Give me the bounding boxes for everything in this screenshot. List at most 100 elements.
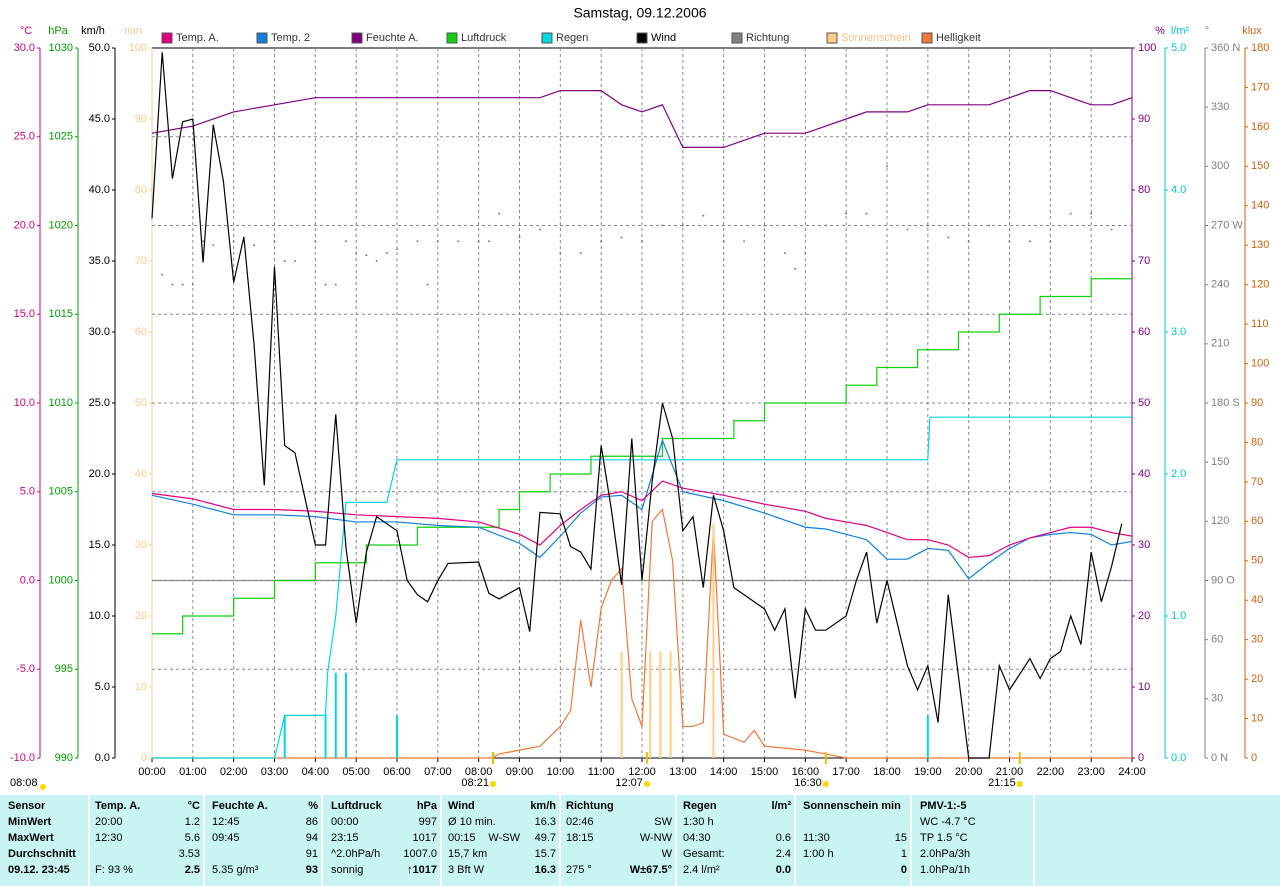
direction-dot [283, 260, 286, 262]
x-tick-label: 08:00 [465, 766, 493, 778]
y-tick-label: 0.0 [20, 574, 35, 586]
direction-dot [661, 224, 664, 227]
summary-cell: 12:30 [95, 832, 123, 844]
direction-dot [702, 214, 705, 217]
y-tick-label: 40 [135, 468, 147, 480]
y-tick-label: 0 [1138, 752, 1144, 764]
summary-value: 15.7 [534, 848, 556, 860]
y-tick-label: 100 [129, 42, 147, 54]
annotation-icon [822, 781, 829, 787]
legend-label: Wind [651, 32, 676, 44]
y-tick-label: 140 [1251, 200, 1269, 212]
separator [794, 795, 796, 886]
summary-cell: 04:30 [683, 832, 711, 844]
direction-dot [191, 283, 194, 286]
legend-swatch [256, 32, 268, 44]
summary-header: Luftdruck [331, 800, 382, 812]
direction-dot [967, 240, 970, 243]
summary-cell: 11:30 [803, 832, 830, 844]
y-tick-label: 5.0 [20, 486, 35, 498]
direction-dot [559, 252, 562, 255]
summary-cell: 3 Bft W [448, 864, 485, 876]
y-tick-label: 80 [135, 184, 147, 196]
summary-header: Regen [683, 800, 717, 812]
direction-dot [487, 240, 490, 243]
direction-dot [293, 260, 296, 262]
y-tick-label: 40 [1138, 468, 1150, 480]
summary-cell: 23:15 [331, 832, 359, 844]
y-tick-label: 30 [1251, 634, 1263, 646]
direction-dot [1131, 208, 1133, 211]
series-line [151, 52, 1123, 759]
summary-value: 1007.0 [403, 848, 437, 860]
y-tick-label: 45.0 [89, 113, 110, 125]
axis-unit: ° [1205, 25, 1209, 37]
y-tick-label: 90 [1138, 113, 1150, 125]
x-tick-label: 04:00 [302, 766, 330, 778]
y-tick-label: 30 [135, 539, 147, 551]
summary-value: 16.3 [534, 864, 556, 876]
direction-dot [416, 240, 419, 243]
y-tick-label: 0 [1251, 752, 1257, 764]
y-tick-label: 160 [1251, 121, 1269, 133]
y-tick-label: 20 [1251, 673, 1263, 685]
summary-value: 1.2 [184, 816, 200, 828]
x-tick-label: 16:00 [792, 766, 820, 778]
y-tick-label: 30.0 [89, 326, 110, 338]
x-tick-label: 18:00 [873, 766, 901, 778]
legend-label: Regen [556, 32, 588, 44]
axis-unit: min [124, 25, 142, 37]
x-tick-label: 14:00 [710, 766, 738, 778]
summary-value: 86 [305, 816, 318, 828]
x-tick-label: 15:00 [751, 766, 779, 778]
axis-unit: km/h [81, 25, 105, 37]
summary-header: Feuchte A. [212, 800, 268, 812]
annotation-icon [40, 784, 46, 790]
direction-dot [620, 236, 623, 239]
summary-cell: 1:00 h [803, 848, 834, 860]
y-tick-label: 10 [135, 681, 147, 693]
summary-cell: TP 1.5 °C [920, 832, 968, 844]
summary-cell: 20:00 [95, 816, 123, 828]
y-tick-label: 240 [1211, 279, 1229, 291]
axis-unit: °C [20, 25, 32, 37]
chart: Samstag, 09.12.2006 00:00 01:00 02:00 03:00… [10, 5, 1269, 790]
y-tick-label: 35.0 [89, 255, 110, 267]
direction-dot [641, 240, 643, 243]
direction-dot [926, 224, 929, 227]
direction-dot [722, 240, 725, 243]
x-tick-label: 24:00 [1118, 766, 1146, 778]
y-tick-label: 995 [55, 663, 73, 675]
x-tick-label: 00:00 [138, 766, 166, 778]
summary-value: SW [654, 816, 672, 828]
y-tick-label: -10.0 [10, 752, 35, 764]
legend-label: Sonnenschein [841, 32, 911, 44]
summary-cell: 1:30 h [683, 816, 714, 828]
x-tick-label: 23:00 [1077, 766, 1105, 778]
summary-value: 16.3 [534, 816, 556, 828]
direction-dot [365, 254, 368, 257]
y-tick-label: 0.0 [1171, 752, 1186, 764]
summary-unit: °C [187, 800, 200, 812]
direction-dot [763, 224, 766, 227]
y-tick-label: -5.0 [16, 663, 35, 675]
summary-cell: ^2.0hPa/h [331, 848, 381, 860]
y-tick-label: 150 [1251, 160, 1269, 172]
legend-label: Helligkeit [936, 32, 981, 44]
separator [910, 795, 912, 886]
summary-cell: Gesamt: [683, 848, 725, 860]
legend-swatch [446, 32, 458, 44]
x-tick-label: 19:00 [914, 766, 942, 778]
y-tick-label: 120 [1251, 279, 1269, 291]
direction-dot [436, 240, 439, 243]
annotation-icon [643, 781, 650, 787]
series-line [151, 438, 1133, 580]
x-tick-label: 01:00 [179, 766, 207, 778]
summary-value: 1017 [412, 832, 437, 844]
y-tick-label: 60 [135, 326, 147, 338]
summary-header: PMV-1:-5 [920, 800, 967, 812]
y-tick-label: 80 [1251, 436, 1263, 448]
direction-dot [375, 260, 378, 262]
y-tick-label: 3.0 [1171, 326, 1186, 338]
separator [559, 795, 561, 886]
